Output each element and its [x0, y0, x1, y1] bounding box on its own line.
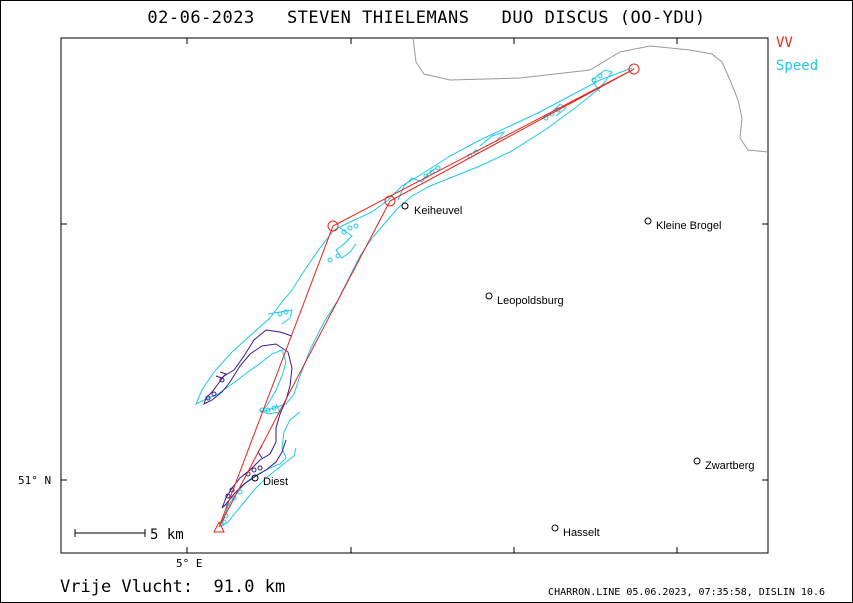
scale-bar: 5 km — [74, 527, 184, 543]
turnpoint-marker — [327, 220, 339, 232]
town-marker — [485, 292, 493, 300]
task-route — [213, 63, 640, 533]
turnpoint-marker — [384, 195, 396, 207]
town-label: Diest — [263, 476, 288, 488]
legend-speed: Speed — [776, 58, 819, 74]
legend-vv: VV — [776, 35, 793, 51]
country-border — [412, 37, 769, 153]
start-triangle-marker — [213, 520, 225, 533]
lat-tick-label: 51° N — [18, 474, 52, 487]
towns: Keiheuvel Kleine Brogel Leopoldsburg Zwa… — [251, 202, 755, 539]
scale-bar-label: 5 km — [150, 527, 184, 543]
town-marker — [551, 524, 559, 532]
town-marker — [693, 457, 701, 465]
lon-tick-label: 5° E — [176, 557, 203, 570]
town-label: Zwartberg — [705, 460, 755, 472]
generator-info: CHARRON.LINE 05.06.2023, 07:35:58, DISLI… — [548, 587, 825, 598]
turnpoint-marker — [628, 63, 640, 75]
town-label: Leopoldsburg — [497, 295, 564, 307]
flight-label: Vrije Vlucht: — [60, 577, 194, 597]
flight-distance: 91.0 km — [213, 577, 286, 597]
town-marker — [251, 474, 259, 482]
town-label: Keiheuvel — [414, 205, 462, 217]
speed-track — [195, 67, 633, 528]
town-label: Kleine Brogel — [656, 220, 721, 232]
vario-markers — [205, 377, 263, 499]
town-label: Hasselt — [563, 527, 600, 539]
flight-title: 02-06-2023 STEVEN THIELEMANS DUO DISCUS … — [147, 8, 706, 28]
town-marker — [401, 202, 409, 210]
axis-ticks — [61, 38, 768, 553]
flight-distance-line: Vrije Vlucht: 91.0 km — [60, 577, 285, 597]
map-box — [60, 37, 769, 554]
town-marker — [644, 217, 652, 225]
